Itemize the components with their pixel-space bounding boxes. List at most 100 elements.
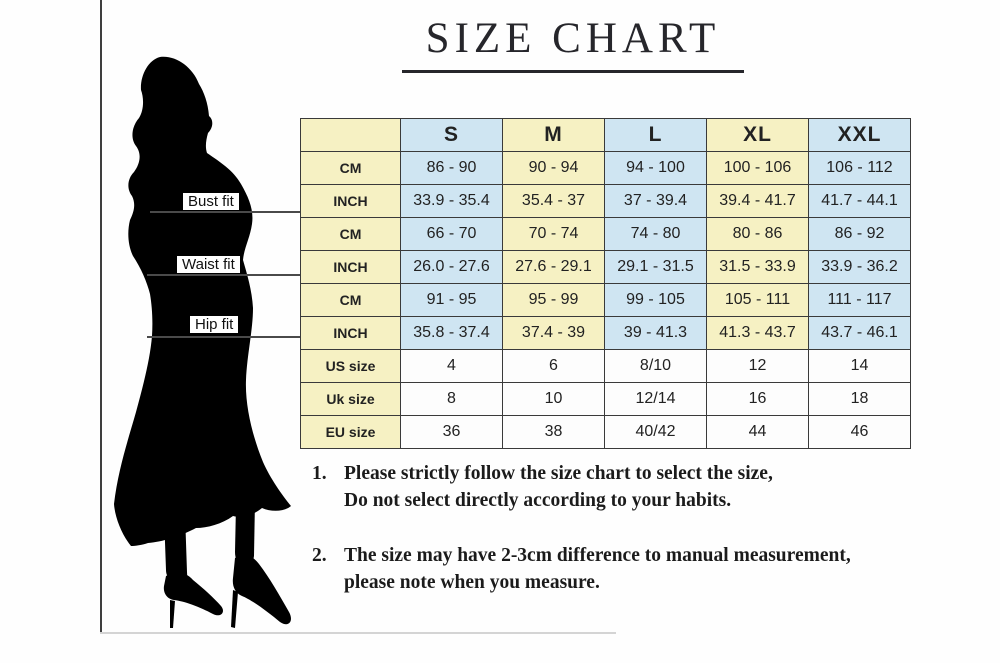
size-chart-table: S M L XL XXL CM 86 - 90 90 - 94 94 - 100…	[300, 118, 911, 449]
silhouette-right-shoe	[232, 554, 291, 625]
bottom-edge-line	[100, 632, 616, 634]
bust-pointer-line	[150, 211, 300, 213]
table-row-uk-size: Uk size 8 10 12/14 16 18	[300, 382, 911, 416]
size-cell: 16	[706, 382, 809, 416]
size-cell: 14	[808, 349, 911, 383]
row-label: INCH	[300, 184, 401, 218]
size-cell: 91 - 95	[400, 283, 503, 317]
size-cell: 74 - 80	[604, 217, 707, 251]
size-cell: 86 - 92	[808, 217, 911, 251]
table-row-hip-cm: CM 91 - 95 95 - 99 99 - 105 105 - 111 11…	[300, 283, 911, 317]
size-cell: 41.7 - 44.1	[808, 184, 911, 218]
hip-fit-label: Hip fit	[190, 316, 239, 333]
size-cell: 33.9 - 36.2	[808, 250, 911, 284]
waist-pointer-line	[147, 274, 300, 276]
size-col-header-l: L	[604, 118, 707, 152]
row-label: CM	[300, 217, 401, 251]
size-cell: 39.4 - 41.7	[706, 184, 809, 218]
size-cell: 27.6 - 29.1	[502, 250, 605, 284]
size-cell: 106 - 112	[808, 151, 911, 185]
silhouette-right-leg	[235, 500, 255, 566]
size-col-header-m: M	[502, 118, 605, 152]
note-2: 2. The size may have 2-3cm difference to…	[312, 542, 984, 597]
waist-fit-label: Waist fit	[177, 256, 240, 273]
size-cell: 38	[502, 415, 605, 449]
size-cell: 39 - 41.3	[604, 316, 707, 350]
silhouette-left-leg	[164, 513, 188, 584]
size-cell: 26.0 - 27.6	[400, 250, 503, 284]
size-col-header-xxl: XXL	[808, 118, 911, 152]
table-row-eu-size: EU size 36 38 40/42 44 46	[300, 415, 911, 449]
note-1-text: Please strictly follow the size chart to…	[344, 460, 984, 515]
row-label: US size	[300, 349, 401, 383]
size-cell: 12	[706, 349, 809, 383]
page-title: SIZE CHART	[402, 14, 744, 73]
row-label: INCH	[300, 250, 401, 284]
size-cell: 6	[502, 349, 605, 383]
size-cell: 36	[400, 415, 503, 449]
left-edge-line	[100, 0, 102, 633]
row-label: CM	[300, 151, 401, 185]
size-cell: 70 - 74	[502, 217, 605, 251]
row-label: Uk size	[300, 382, 401, 416]
row-label: CM	[300, 283, 401, 317]
size-cell: 86 - 90	[400, 151, 503, 185]
row-label: EU size	[300, 415, 401, 449]
note-2-number: 2.	[312, 544, 327, 566]
size-cell: 94 - 100	[604, 151, 707, 185]
table-row-bust-inch: INCH 33.9 - 35.4 35.4 - 37 37 - 39.4 39.…	[300, 184, 911, 218]
row-label: INCH	[300, 316, 401, 350]
size-cell: 8	[400, 382, 503, 416]
size-cell: 44	[706, 415, 809, 449]
table-row-hip-inch: INCH 35.8 - 37.4 37.4 - 39 39 - 41.3 41.…	[300, 316, 911, 350]
note-1-number: 1.	[312, 463, 327, 484]
size-cell: 95 - 99	[502, 283, 605, 317]
size-cell: 46	[808, 415, 911, 449]
table-row-waist-cm: CM 66 - 70 70 - 74 74 - 80 80 - 86 86 - …	[300, 217, 911, 251]
size-cell: 99 - 105	[604, 283, 707, 317]
silhouette-left-shoe	[163, 572, 224, 616]
size-cell: 10	[502, 382, 605, 416]
size-cell: 4	[400, 349, 503, 383]
size-cell: 90 - 94	[502, 151, 605, 185]
size-cell: 66 - 70	[400, 217, 503, 251]
note-2-line-1: The size may have 2-3cm difference to ma…	[344, 544, 851, 566]
size-col-header-xl: XL	[706, 118, 809, 152]
table-row-bust-cm: CM 86 - 90 90 - 94 94 - 100 100 - 106 10…	[300, 151, 911, 185]
silhouette-body	[114, 56, 291, 547]
table-row-waist-inch: INCH 26.0 - 27.6 27.6 - 29.1 29.1 - 31.5…	[300, 250, 911, 284]
size-cell: 35.4 - 37	[502, 184, 605, 218]
bust-fit-label: Bust fit	[183, 193, 239, 210]
note-2-line-2: please note when you measure.	[344, 571, 600, 593]
note-1-line-1: Please strictly follow the size chart to…	[344, 463, 773, 484]
size-cell: 35.8 - 37.4	[400, 316, 503, 350]
note-1-line-2: Do not select directly according to your…	[344, 490, 732, 512]
size-cell: 43.7 - 46.1	[808, 316, 911, 350]
size-cell: 31.5 - 33.9	[706, 250, 809, 284]
size-cell: 80 - 86	[706, 217, 809, 251]
size-col-header-s: S	[400, 118, 503, 152]
size-cell: 41.3 - 43.7	[706, 316, 809, 350]
note-1: 1. Please strictly follow the size chart…	[312, 460, 984, 515]
size-cell: 40/42	[604, 415, 707, 449]
size-cell: 111 - 117	[808, 283, 911, 317]
size-cell: 37 - 39.4	[604, 184, 707, 218]
hip-pointer-line	[147, 336, 300, 338]
size-cell: 33.9 - 35.4	[400, 184, 503, 218]
silhouette-right-heel	[231, 590, 238, 628]
size-cell: 12/14	[604, 382, 707, 416]
size-cell: 8/10	[604, 349, 707, 383]
size-cell: 100 - 106	[706, 151, 809, 185]
size-cell: 105 - 111	[706, 283, 809, 317]
size-cell: 29.1 - 31.5	[604, 250, 707, 284]
note-2-text: The size may have 2-3cm difference to ma…	[344, 542, 984, 597]
corner-cell	[300, 118, 401, 152]
size-cell: 37.4 - 39	[502, 316, 605, 350]
notes-section: 1. Please strictly follow the size chart…	[312, 460, 984, 623]
table-row-us-size: US size 4 6 8/10 12 14	[300, 349, 911, 383]
table-header-row: S M L XL XXL	[300, 118, 911, 152]
woman-silhouette-figure	[114, 56, 291, 628]
silhouette-left-heel	[170, 600, 175, 628]
size-cell: 18	[808, 382, 911, 416]
